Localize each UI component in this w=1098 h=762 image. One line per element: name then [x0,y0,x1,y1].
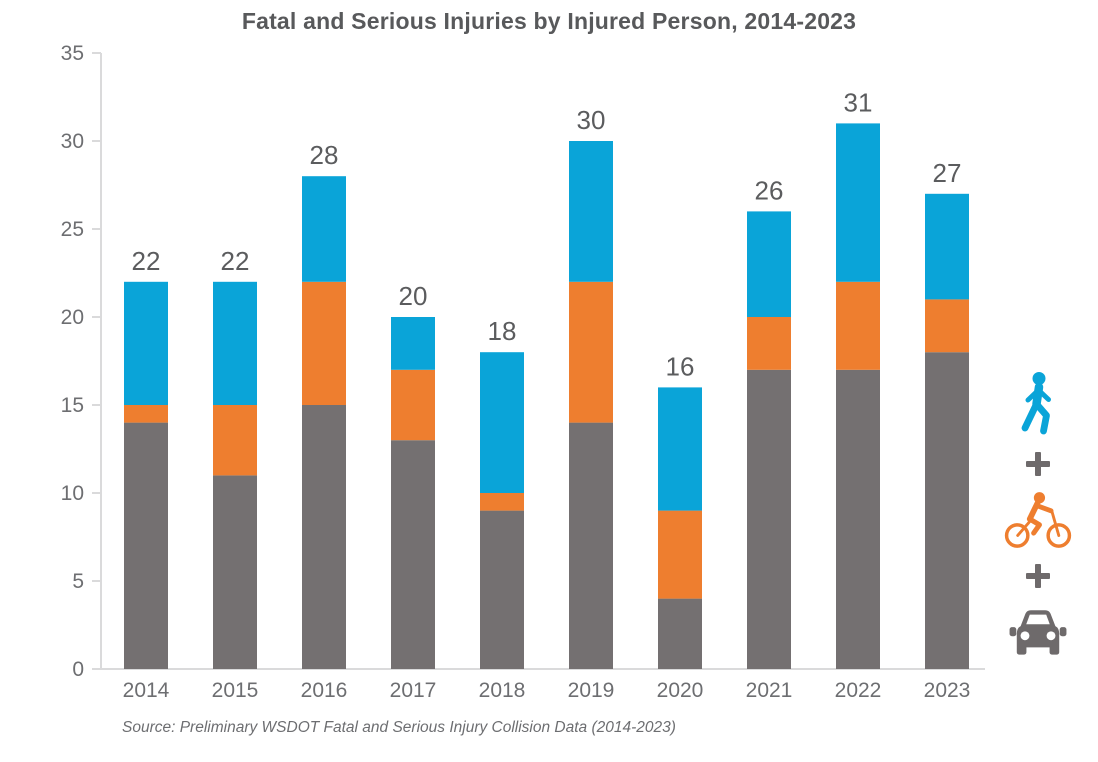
bar-segment-motor_vehicle-2020 [658,598,702,669]
bar-total-label-2020: 16 [666,351,695,381]
bar-segment-bicyclist-2017 [391,369,435,441]
bar-segment-bicyclist-2019 [569,281,613,423]
bar-segment-pedestrian-2014 [124,281,168,405]
bar-segment-bicyclist-2018 [480,493,524,511]
bar-total-label-2015: 22 [221,246,250,276]
x-tick-label-2015: 2015 [212,679,259,702]
x-tick-label-2020: 2020 [657,679,704,702]
y-tick-label-30: 30 [61,130,84,153]
bar-segment-bicyclist-2023 [925,299,969,353]
x-tick-label-2023: 2023 [924,679,971,702]
plus-icon [1023,561,1053,591]
bar-segment-bicyclist-2016 [302,281,346,405]
bar-segment-bicyclist-2020 [658,510,702,599]
bar-segment-bicyclist-2015 [213,405,257,476]
bar-total-label-2022: 31 [844,87,873,117]
bar-segment-motor_vehicle-2022 [836,369,880,669]
chart-title: Fatal and Serious Injuries by Injured Pe… [241,8,857,34]
y-tick-label-20: 20 [61,306,84,329]
y-tick-label-10: 10 [61,482,84,505]
bar-segment-bicyclist-2014 [124,405,168,423]
bicyclist-icon [1004,491,1072,549]
bar-segment-pedestrian-2020 [658,387,702,511]
x-tick-label-2014: 2014 [123,679,170,702]
bar-segment-pedestrian-2015 [213,281,257,405]
bar-segment-pedestrian-2022 [836,123,880,282]
bar-segment-motor_vehicle-2019 [569,422,613,669]
bar-total-label-2023: 27 [933,158,962,188]
y-tick-label-35: 35 [61,42,84,65]
bar-total-label-2018: 18 [488,316,517,346]
x-tick-label-2017: 2017 [390,679,437,702]
x-tick-label-2018: 2018 [479,679,526,702]
bar-total-label-2017: 20 [399,281,428,311]
bar-segment-motor_vehicle-2023 [925,352,969,669]
pedestrian-icon [1017,371,1059,437]
bar-segment-pedestrian-2023 [925,193,969,300]
bar-segment-pedestrian-2021 [747,211,791,317]
bar-segment-pedestrian-2016 [302,176,346,282]
bar-segment-pedestrian-2018 [480,352,524,493]
bar-segment-motor_vehicle-2015 [213,475,257,669]
bar-total-label-2014: 22 [132,246,161,276]
x-tick-label-2022: 2022 [835,679,882,702]
y-tick-label-0: 0 [72,658,84,681]
bar-segment-motor_vehicle-2021 [747,369,791,669]
car-icon [1008,603,1068,657]
y-tick-label-5: 5 [72,570,84,593]
plus-icon [1023,449,1053,479]
bar-segment-pedestrian-2019 [569,141,613,282]
bar-segment-motor_vehicle-2014 [124,422,168,669]
bar-total-label-2021: 26 [755,175,784,205]
x-tick-label-2016: 2016 [301,679,348,702]
x-tick-label-2019: 2019 [568,679,615,702]
bar-segment-pedestrian-2017 [391,317,435,370]
x-tick-label-2021: 2021 [746,679,793,702]
bar-segment-motor_vehicle-2016 [302,405,346,669]
legend-injured-person [1004,371,1072,657]
bar-total-label-2019: 30 [577,105,606,135]
y-tick-label-25: 25 [61,218,84,241]
bar-segment-motor_vehicle-2018 [480,510,524,669]
y-tick-label-15: 15 [61,394,84,417]
bar-segment-motor_vehicle-2017 [391,440,435,669]
bar-segment-bicyclist-2021 [747,317,791,370]
bar-total-label-2016: 28 [310,140,339,170]
bar-segment-bicyclist-2022 [836,281,880,370]
source-note: Source: Preliminary WSDOT Fatal and Seri… [122,719,676,736]
